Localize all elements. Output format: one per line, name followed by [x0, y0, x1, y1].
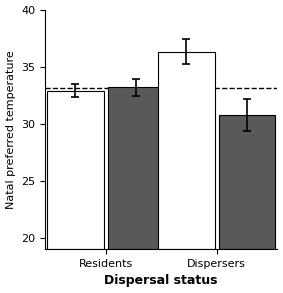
Bar — [47, 91, 104, 249]
Bar — [219, 115, 275, 249]
X-axis label: Dispersal status: Dispersal status — [104, 275, 218, 287]
Bar — [108, 87, 164, 249]
Bar — [158, 52, 215, 249]
Y-axis label: Natal preferred temperature: Natal preferred temperature — [6, 50, 16, 209]
